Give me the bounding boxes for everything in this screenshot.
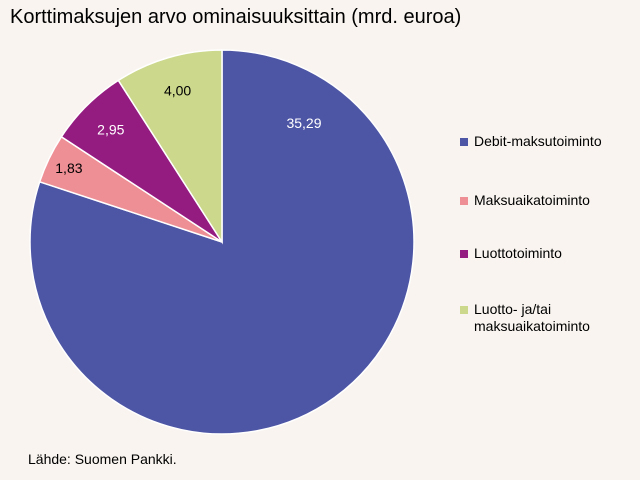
legend-label: Maksuaikatoiminto (474, 192, 590, 208)
legend-label: Luotto- ja/tai maksuaikatoiminto (474, 301, 590, 334)
legend-swatch (460, 306, 468, 314)
data-label-maksuaikatoiminto: 1,83 (55, 160, 82, 176)
legend-label: Debit-maksutoiminto (474, 133, 602, 149)
legend-swatch (460, 197, 468, 205)
legend-item-luottotoiminto: Luottotoiminto (460, 245, 562, 262)
legend-label: Luottotoiminto (474, 245, 562, 261)
source-note: Lähde: Suomen Pankki. (28, 451, 177, 467)
legend-item-debit-maksutoiminto: Debit-maksutoiminto (460, 133, 602, 150)
legend-item-maksuaikatoiminto: Maksuaikatoiminto (460, 192, 590, 209)
chart-title: Korttimaksujen arvo ominaisuuksittain (m… (10, 6, 462, 28)
data-label-debit-maksutoiminto: 35,29 (286, 115, 321, 131)
legend-item-luotto-ja-tai-maksuaikatoiminto: Luotto- ja/tai maksuaikatoiminto (460, 301, 624, 335)
data-label-luotto-ja-tai-maksuaikatoiminto: 4,00 (164, 82, 191, 98)
legend-swatch (460, 138, 468, 146)
legend-swatch (460, 250, 468, 258)
pie-slice-luotto-ja-tai-maksuaikatoiminto (117, 49, 223, 245)
data-label-luottotoiminto: 2,95 (97, 122, 124, 138)
